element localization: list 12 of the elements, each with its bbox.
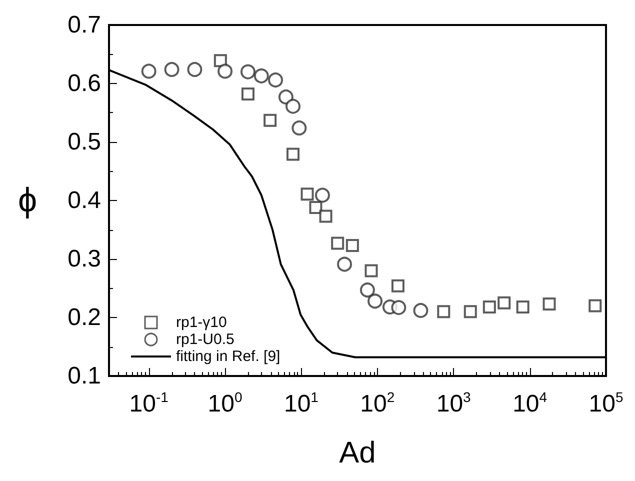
y-tick-label: 0.7 (68, 12, 101, 38)
y-tick-label: 0.4 (68, 187, 101, 214)
y-tick-label: 0.5 (68, 128, 101, 156)
y-tick-label: 0.6 (68, 70, 101, 97)
y-tick-label: 0.1 (68, 362, 101, 390)
legend-label: rp1-U0.5 (176, 331, 234, 348)
y-tick-label: 0.2 (68, 304, 101, 331)
y-axis-title: ϕ (18, 182, 37, 220)
x-axis-title: Ad (339, 436, 376, 470)
y-tick-label: 0.3 (68, 246, 101, 272)
legend-label: fitting in Ref. [9] (176, 348, 280, 365)
legend-label: rp1-γ10 (176, 314, 227, 331)
